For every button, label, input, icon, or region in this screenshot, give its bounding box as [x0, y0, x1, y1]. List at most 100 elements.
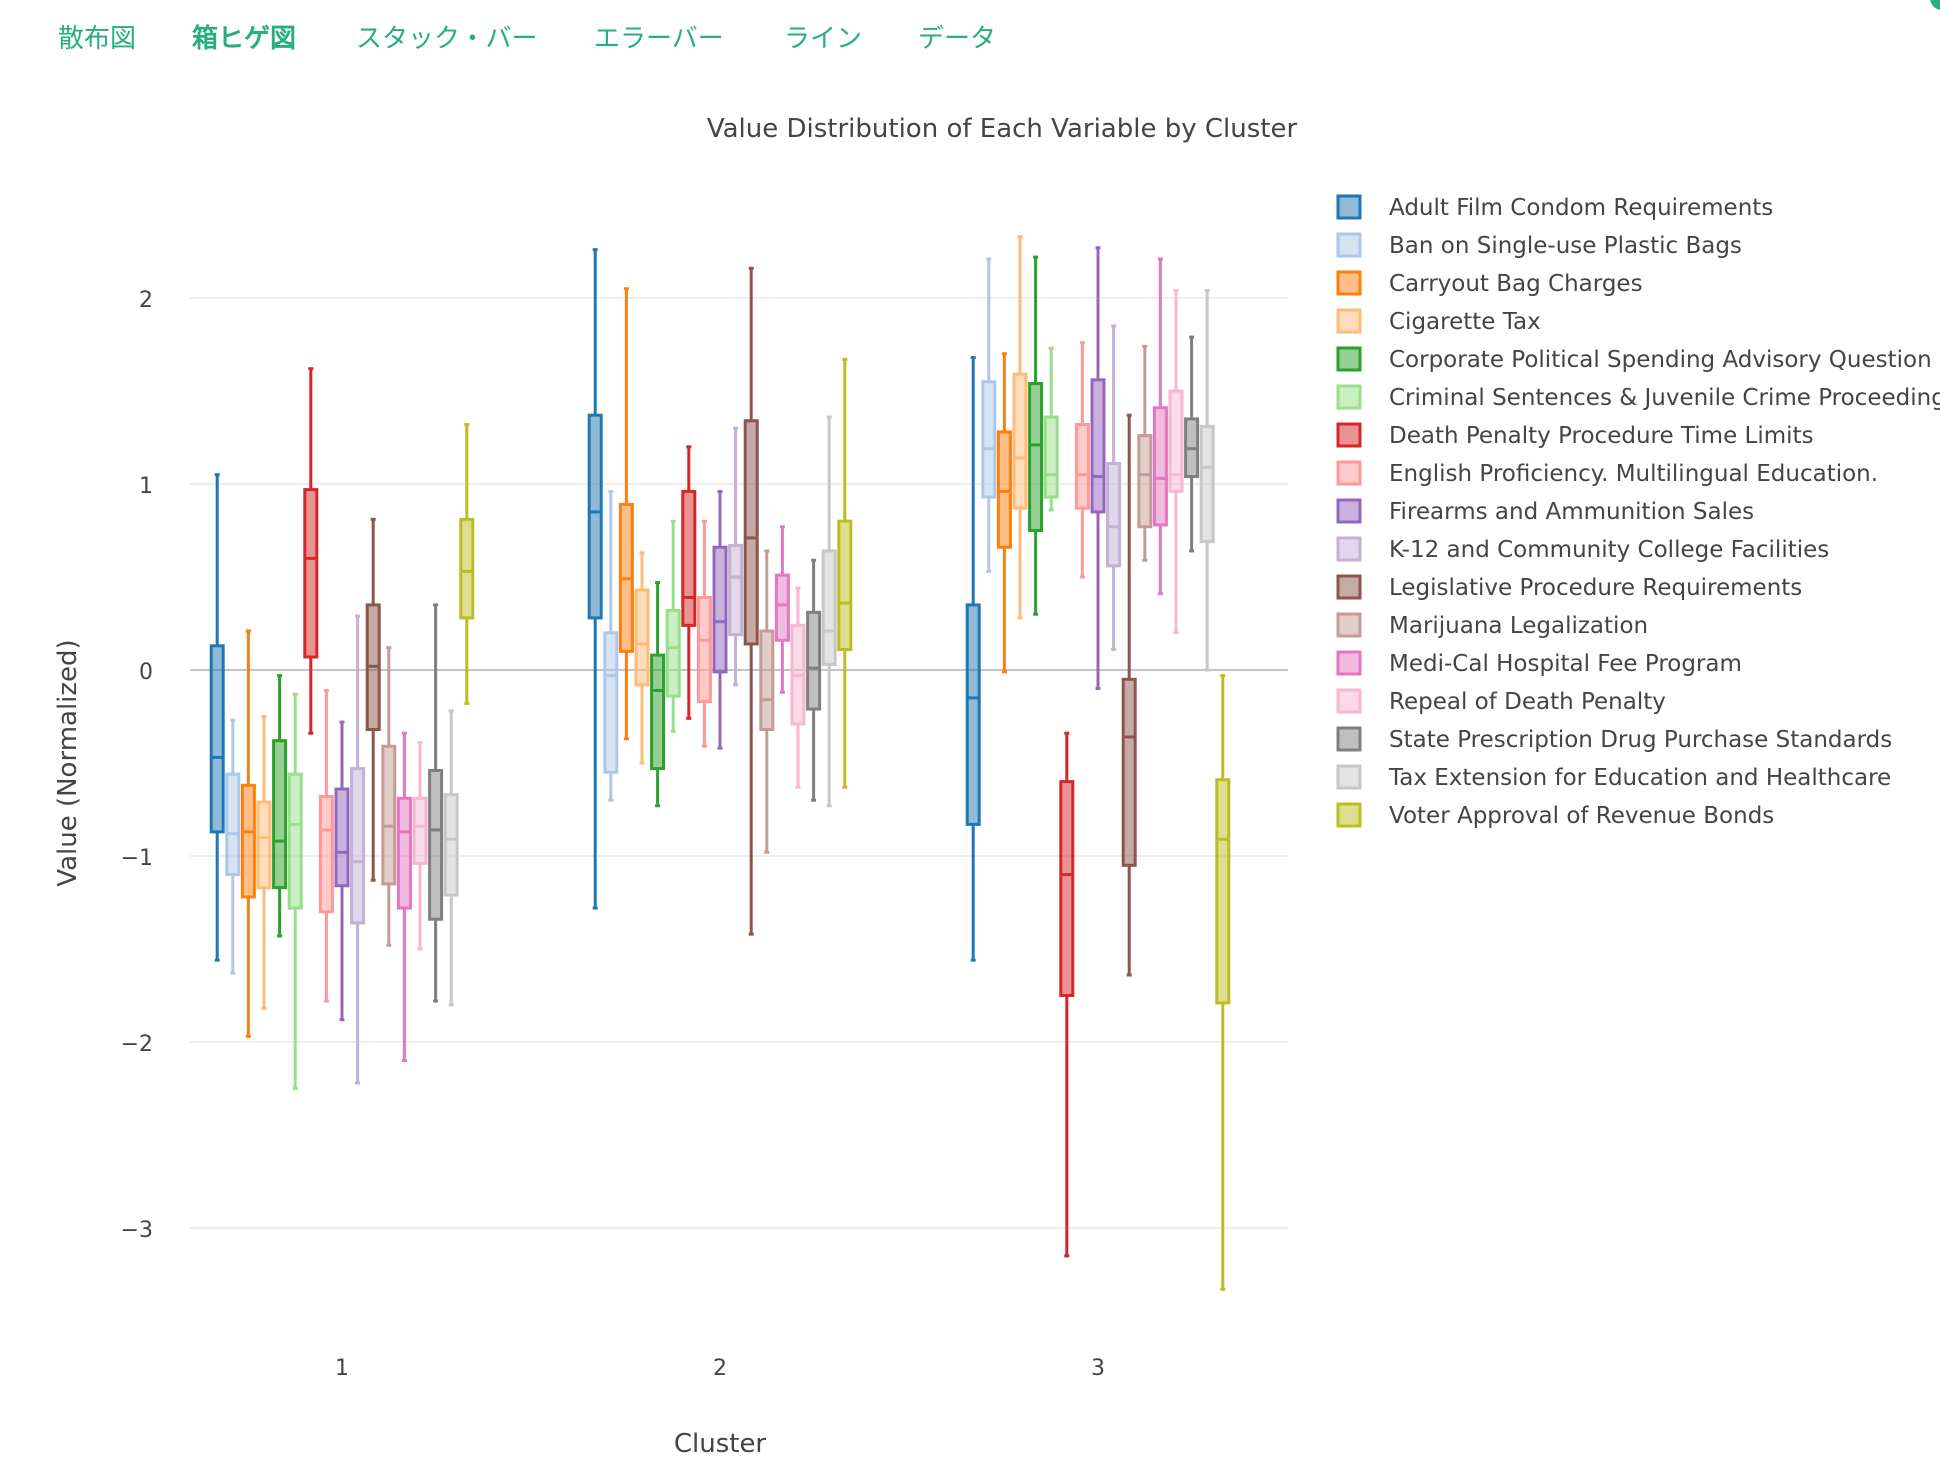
box-cluster-1 [209, 473, 225, 962]
legend-item[interactable]: Medi-Cal Hospital Fee Program [1336, 650, 1742, 677]
box-cluster-3 [1168, 289, 1184, 635]
legend-item[interactable]: Criminal Sentences & Juvenile Crime Proc… [1336, 384, 1940, 411]
box-cluster-2 [790, 586, 806, 789]
box-iqr [806, 610, 822, 711]
tab-boxplot[interactable]: 箱ヒゲ図 [192, 24, 297, 54]
box-cluster-1 [272, 674, 288, 938]
legend-swatch [1336, 764, 1362, 790]
legend-label: Corporate Political Spending Advisory Qu… [1389, 347, 1932, 373]
box-cluster-2 [696, 519, 712, 748]
legend-swatch [1336, 422, 1362, 448]
legend-item[interactable]: Firearms and Ammunition Sales [1336, 498, 1754, 525]
box-iqr [821, 549, 837, 666]
legend-item[interactable]: Ban on Single-use Plastic Bags [1336, 232, 1742, 259]
legend-item[interactable]: Marijuana Legalization [1336, 612, 1648, 639]
box-cluster-1 [303, 367, 319, 735]
legend-swatch [1336, 308, 1362, 334]
tab-bar: 散布図 箱ヒゲ図 スタック・バー エラーバー ライン データ [0, 0, 1940, 80]
legend-item[interactable]: Voter Approval of Revenue Bonds [1336, 802, 1774, 829]
legend-label: Carryout Bag Charges [1389, 271, 1643, 297]
legend-item[interactable]: Carryout Bag Charges [1336, 270, 1643, 297]
box-cluster-3 [1121, 413, 1137, 977]
box-iqr [256, 800, 272, 890]
box-cluster-1 [225, 718, 241, 975]
legend-item[interactable]: Corporate Political Spending Advisory Qu… [1336, 346, 1932, 373]
box-iqr [287, 772, 303, 910]
box-iqr [728, 543, 744, 637]
box-cluster-3 [1152, 257, 1168, 596]
box-iqr [350, 767, 366, 925]
box-iqr [696, 595, 712, 704]
tab-error-bar[interactable]: エラーバー [594, 24, 724, 54]
x-axis-title: Cluster [674, 1429, 767, 1459]
box-iqr [272, 739, 288, 890]
box-iqr [650, 653, 666, 771]
box-cluster-3 [1059, 731, 1075, 1258]
box-cluster-2 [821, 415, 837, 808]
box-iqr [1043, 415, 1059, 499]
legend-swatch [1336, 384, 1362, 410]
legend-item[interactable]: Legislative Procedure Requirements [1336, 574, 1802, 601]
legend-item[interactable]: K-12 and Community College Facilities [1336, 536, 1829, 563]
legend-swatch [1336, 726, 1362, 752]
box-cluster-1 [459, 422, 475, 705]
box-cluster-2 [712, 489, 728, 750]
legend-label: Repeal of Death Penalty [1389, 689, 1666, 715]
x-tick-labels: 1 2 3 [335, 1356, 1105, 1381]
legend-label: Legislative Procedure Requirements [1389, 575, 1802, 601]
y-tick-label: 1 [139, 474, 153, 499]
box-cluster-3 [1090, 246, 1106, 691]
box-iqr [587, 413, 603, 620]
box-iqr [759, 629, 775, 732]
x-tick-label: 1 [335, 1356, 349, 1381]
legend-item[interactable]: Repeal of Death Penalty [1336, 688, 1666, 715]
box-cluster-2 [618, 287, 634, 741]
box-iqr [996, 430, 1012, 549]
box-cluster-2 [650, 581, 666, 808]
legend-label: Voter Approval of Revenue Bonds [1389, 803, 1774, 829]
box-iqr [225, 772, 241, 877]
legend-label: Medi-Cal Hospital Fee Program [1389, 651, 1742, 677]
legend-swatch [1336, 460, 1362, 486]
box-cluster-2 [774, 525, 790, 694]
box-cluster-3 [1106, 324, 1122, 652]
tab-data[interactable]: データ [918, 24, 997, 54]
box-cluster-2 [759, 549, 775, 854]
legend-label: Ban on Single-use Plastic Bags [1389, 233, 1742, 259]
legend-item[interactable]: Tax Extension for Education and Healthca… [1336, 764, 1891, 791]
box-iqr [665, 608, 681, 698]
legend: Adult Film Condom Requirements Ban on Sin… [1336, 194, 1940, 829]
legend-item[interactable]: Adult Film Condom Requirements [1336, 194, 1773, 221]
tab-scatter[interactable]: 散布図 [58, 24, 137, 54]
legend-swatch [1336, 802, 1362, 828]
box-iqr [1012, 372, 1028, 510]
box-cluster-3 [1028, 255, 1044, 616]
box-iqr [603, 631, 619, 774]
legend-item[interactable]: State Prescription Drug Purchase Standar… [1336, 726, 1892, 753]
box-cluster-1 [334, 720, 350, 1022]
legend-item[interactable]: English Proficiency. Multilingual Educat… [1336, 460, 1878, 487]
tab-stacked-bar[interactable]: スタック・バー [356, 24, 538, 54]
y-tick-label: −2 [121, 1032, 153, 1057]
box-cluster-3 [996, 352, 1012, 674]
box-iqr [981, 380, 997, 499]
legend-label: Death Penalty Procedure Time Limits [1389, 423, 1814, 449]
box-iqr [712, 545, 728, 674]
box-cluster-1 [443, 709, 459, 1007]
tab-line[interactable]: ライン [784, 24, 863, 54]
legend-swatch [1336, 650, 1362, 676]
box-iqr [240, 783, 256, 899]
box-iqr [303, 488, 319, 659]
legend-item[interactable]: Cigarette Tax [1336, 308, 1541, 335]
box-cluster-1 [412, 741, 428, 951]
y-tick-label: −3 [121, 1218, 153, 1243]
box-cluster-3 [1074, 341, 1090, 579]
box-cluster-3 [1184, 335, 1200, 553]
y-tick-label: −1 [121, 846, 153, 871]
box-cluster-1 [240, 629, 256, 1038]
box-cluster-1 [396, 731, 412, 1063]
box-cluster-1 [287, 692, 303, 1090]
legend-swatch [1336, 612, 1362, 638]
box-cluster-2 [681, 445, 697, 720]
legend-item[interactable]: Death Penalty Procedure Time Limits [1336, 422, 1814, 449]
